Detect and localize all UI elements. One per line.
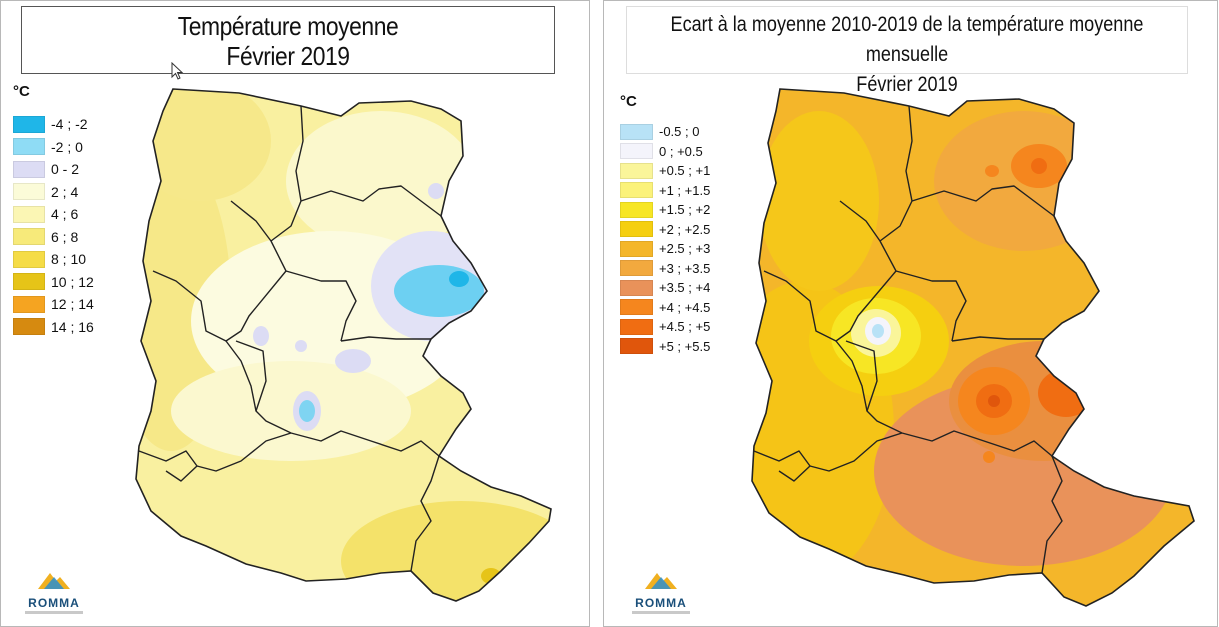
right-title: Ecart à la moyenne 2010-2019 de la tempé… bbox=[670, 13, 1144, 66]
legend-item: 2 ; 4 bbox=[13, 181, 94, 204]
right-title-box: Ecart à la moyenne 2010-2019 de la tempé… bbox=[626, 6, 1188, 96]
romma-logo: ROMMA bbox=[626, 569, 696, 614]
legend-swatch bbox=[620, 318, 653, 335]
legend-label: 14 ; 16 bbox=[51, 318, 94, 335]
left-title-box: Température moyenne Février 2019 bbox=[21, 6, 555, 74]
legend-label: 0 - 2 bbox=[51, 161, 80, 178]
temperature-map bbox=[135, 88, 552, 602]
legend-label: -0.5 ; 0 bbox=[659, 124, 700, 140]
legend-label: +1 ; +1.5 bbox=[659, 182, 711, 198]
legend-swatch bbox=[13, 318, 45, 336]
mouse-cursor-icon bbox=[171, 62, 184, 80]
legend-item: +0.5 ; +1 bbox=[620, 161, 710, 181]
romma-logo: ROMMA bbox=[19, 569, 89, 614]
legend-label: 0 ; +0.5 bbox=[659, 143, 703, 159]
legend-item: -4 ; -2 bbox=[13, 113, 94, 136]
legend-item: 8 ; 10 bbox=[13, 248, 94, 271]
temperature-map-panel: Température moyenne Février 2019 °C -4 ;… bbox=[0, 0, 590, 627]
legend-swatch bbox=[620, 299, 653, 316]
legend-item: 0 - 2 bbox=[13, 158, 94, 181]
legend-label: +0.5 ; +1 bbox=[659, 163, 711, 179]
legend-swatch bbox=[13, 250, 45, 268]
legend-swatch bbox=[620, 201, 653, 218]
logo-text: ROMMA bbox=[635, 596, 687, 610]
legend-swatch bbox=[13, 205, 45, 223]
anomaly-map-panel: Ecart à la moyenne 2010-2019 de la tempé… bbox=[603, 0, 1218, 627]
legend-item: +5 ; +5.5 bbox=[620, 337, 710, 357]
legend-swatch bbox=[620, 182, 653, 199]
legend-label: 10 ; 12 bbox=[51, 273, 94, 290]
mountain-icon bbox=[38, 573, 70, 589]
legend-item: -2 ; 0 bbox=[13, 136, 94, 159]
legend-swatch bbox=[620, 260, 653, 277]
legend-label: +1.5 ; +2 bbox=[659, 202, 711, 218]
legend-swatch bbox=[620, 221, 653, 238]
logo-text: ROMMA bbox=[28, 596, 80, 610]
legend-item: 0 ; +0.5 bbox=[620, 142, 710, 162]
legend-item: 6 ; 8 bbox=[13, 226, 94, 249]
legend-item: +1.5 ; +2 bbox=[620, 200, 710, 220]
legend-swatch bbox=[620, 123, 653, 140]
legend-item: +1 ; +1.5 bbox=[620, 181, 710, 201]
legend-item: +2 ; +2.5 bbox=[620, 220, 710, 240]
legend-label: 4 ; 6 bbox=[51, 206, 79, 223]
legend-swatch bbox=[13, 273, 45, 291]
legend-item: +3.5 ; +4 bbox=[620, 278, 710, 298]
legend-item: 10 ; 12 bbox=[13, 271, 94, 294]
legend-label: -2 ; 0 bbox=[51, 138, 83, 155]
legend-swatch bbox=[13, 115, 45, 133]
left-legend: -4 ; -2 -2 ; 0 0 - 2 2 ; 4 4 ; 6 6 ; 8 8 ; 10 1… bbox=[13, 113, 94, 338]
left-title: Température moyenne bbox=[177, 11, 399, 41]
legend-item: +3 ; +3.5 bbox=[620, 259, 710, 279]
legend-item: +2.5 ; +3 bbox=[620, 239, 710, 259]
left-subtitle: Février 2019 bbox=[226, 41, 350, 71]
mountain-icon bbox=[645, 573, 677, 589]
legend-item: +4.5 ; +5 bbox=[620, 317, 710, 337]
logo-subtext bbox=[25, 611, 83, 614]
legend-swatch bbox=[13, 228, 45, 246]
legend-swatch bbox=[620, 240, 653, 257]
legend-label: 2 ; 4 bbox=[51, 183, 79, 200]
logo-subtext bbox=[632, 611, 690, 614]
legend-label: -4 ; -2 bbox=[51, 116, 88, 133]
legend-label: 12 ; 14 bbox=[51, 296, 94, 313]
legend-item: 14 ; 16 bbox=[13, 316, 94, 339]
right-unit-label: °C bbox=[620, 93, 637, 110]
legend-label: +2 ; +2.5 bbox=[659, 221, 711, 237]
legend-item: +4 ; +4.5 bbox=[620, 298, 710, 318]
legend-item: 12 ; 14 bbox=[13, 293, 94, 316]
legend-item: 4 ; 6 bbox=[13, 203, 94, 226]
legend-swatch bbox=[620, 162, 653, 179]
legend-label: +4 ; +4.5 bbox=[659, 299, 711, 315]
anomaly-map bbox=[751, 88, 1195, 607]
legend-swatch bbox=[13, 138, 45, 156]
legend-swatch bbox=[13, 160, 45, 178]
legend-swatch bbox=[620, 143, 653, 160]
legend-item: -0.5 ; 0 bbox=[620, 122, 710, 142]
legend-label: 6 ; 8 bbox=[51, 228, 79, 245]
right-subtitle: Février 2019 bbox=[856, 73, 958, 96]
legend-label: +5 ; +5.5 bbox=[659, 338, 711, 354]
legend-label: +3 ; +3.5 bbox=[659, 260, 711, 276]
legend-label: +3.5 ; +4 bbox=[659, 280, 711, 296]
legend-label: 8 ; 10 bbox=[51, 251, 87, 268]
legend-swatch bbox=[13, 295, 45, 313]
legend-label: +2.5 ; +3 bbox=[659, 241, 711, 257]
left-unit-label: °C bbox=[13, 83, 30, 100]
legend-swatch bbox=[13, 183, 45, 201]
legend-label: +4.5 ; +5 bbox=[659, 319, 711, 335]
legend-swatch bbox=[620, 279, 653, 296]
right-legend: -0.5 ; 0 0 ; +0.5 +0.5 ; +1 +1 ; +1.5 +1.5 ;… bbox=[620, 122, 710, 356]
legend-swatch bbox=[620, 338, 653, 355]
